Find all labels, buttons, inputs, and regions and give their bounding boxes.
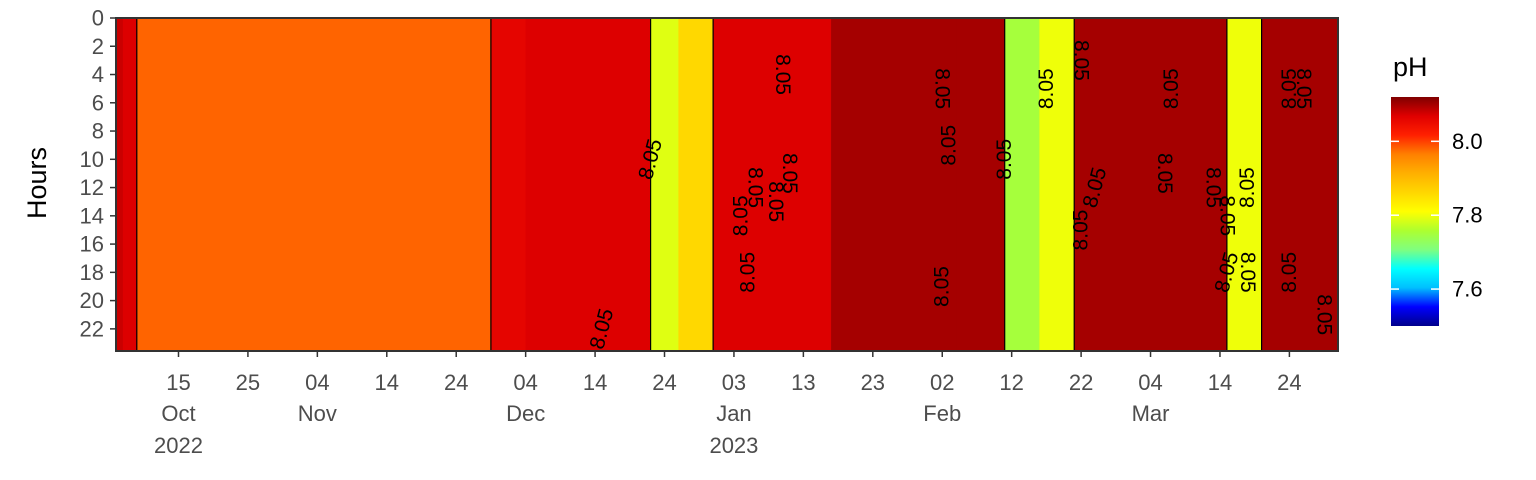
heatmap-region-5 bbox=[525, 18, 589, 351]
contour-label-13: 8.05 bbox=[1070, 40, 1093, 81]
y-tick-label-7: 14 bbox=[80, 203, 104, 228]
contour-label-16: 8.05 bbox=[1160, 68, 1183, 109]
x-tick-year-0: 2022 bbox=[154, 433, 203, 458]
heatmap-region-9 bbox=[713, 18, 832, 351]
x-tick-day-9: 13 bbox=[791, 370, 815, 395]
contour-label-22: 8.05 bbox=[1236, 252, 1259, 293]
x-tick-day-13: 22 bbox=[1069, 370, 1093, 395]
y-tick-label-5: 10 bbox=[80, 147, 104, 172]
legend-colorbar bbox=[1391, 97, 1439, 326]
contour-label-layer: 8.058.058.058.058.058.058.058.058.058.05… bbox=[586, 40, 1336, 351]
y-tick-label-4: 8 bbox=[92, 119, 104, 144]
contour-label-4: 8.05 bbox=[743, 167, 766, 208]
y-tick-label-0: 0 bbox=[92, 6, 104, 31]
contour-label-23: 8.05 bbox=[1278, 68, 1301, 109]
contour-label-14: 8.05 bbox=[1070, 210, 1093, 251]
x-tick-day-14: 04 bbox=[1138, 370, 1162, 395]
x-tick-month-0: Oct bbox=[161, 401, 195, 426]
x-axis: 15 Oct 2022 25 04 Nov 14 24 04 Dec 14 24 03 Jan 2023 13… bbox=[154, 351, 1302, 458]
y-axis: 0 2 4 6 8 10 12 14 16 18 20 22 bbox=[80, 6, 116, 341]
contour-label-12: 8.05 bbox=[1035, 68, 1058, 109]
y-tick-label-11: 22 bbox=[80, 316, 104, 341]
contour-label-18: 8.05 bbox=[1202, 167, 1225, 208]
x-tick-month-2: Nov bbox=[298, 401, 337, 426]
y-tick-label-8: 16 bbox=[80, 232, 104, 257]
x-tick-day-10: 23 bbox=[861, 370, 885, 395]
legend: pH 8.0 7.8 7.6 bbox=[1391, 52, 1483, 326]
contour-label-2: 8.05 bbox=[729, 195, 752, 236]
y-axis-title: Hours bbox=[22, 147, 52, 219]
contour-label-10: 8.05 bbox=[931, 266, 954, 307]
heatmap-region-4 bbox=[490, 18, 527, 351]
contour-label-26: 8.05 bbox=[1313, 294, 1336, 335]
x-tick-day-6: 14 bbox=[583, 370, 607, 395]
heatmap-region-15 bbox=[1226, 18, 1263, 351]
x-tick-month-5: Dec bbox=[506, 401, 545, 426]
contour-label-3: 8.05 bbox=[736, 252, 759, 293]
x-tick-month-11: Feb bbox=[923, 401, 961, 426]
x-tick-day-7: 24 bbox=[652, 370, 676, 395]
x-tick-day-16: 24 bbox=[1277, 370, 1301, 395]
legend-label-2: 7.6 bbox=[1452, 277, 1483, 302]
legend-label-1: 7.8 bbox=[1452, 203, 1483, 228]
contour-label-5: 8.05 bbox=[764, 181, 787, 222]
x-tick-month-14: Mar bbox=[1132, 401, 1170, 426]
x-tick-day-0: 15 bbox=[166, 370, 190, 395]
contour-layer bbox=[136, 18, 1263, 351]
y-tick-label-2: 4 bbox=[92, 62, 104, 87]
contour-label-6: 8.05 bbox=[771, 54, 794, 95]
x-tick-day-15: 14 bbox=[1208, 370, 1232, 395]
heatmap-region-8 bbox=[678, 18, 714, 351]
heatmap-region-14 bbox=[1074, 18, 1228, 351]
x-tick-day-3: 14 bbox=[375, 370, 399, 395]
heatmap-region-11 bbox=[956, 18, 1006, 351]
legend-label-0: 8.0 bbox=[1452, 129, 1483, 154]
heatmap-region-12 bbox=[1004, 18, 1040, 351]
heatmap-region-3 bbox=[435, 18, 492, 351]
contour-label-24: 8.05 bbox=[1278, 252, 1301, 293]
contour-label-8: 8.05 bbox=[931, 68, 954, 109]
x-tick-day-5: 04 bbox=[513, 370, 537, 395]
y-tick-label-9: 18 bbox=[80, 260, 104, 285]
x-tick-month-8: Jan bbox=[716, 401, 751, 426]
heatmap-region-10 bbox=[831, 18, 957, 351]
x-tick-day-4: 24 bbox=[444, 370, 468, 395]
heatmap-region-7 bbox=[650, 18, 679, 351]
heatmap-region-16 bbox=[1261, 18, 1338, 351]
x-tick-year-8: 2023 bbox=[709, 433, 758, 458]
y-tick-label-3: 6 bbox=[92, 90, 104, 115]
contour-label-21: 8.05 bbox=[1236, 167, 1259, 208]
heatmap-region-0 bbox=[116, 18, 124, 351]
heatmap-region-6 bbox=[588, 18, 652, 351]
heatmap-layer bbox=[116, 18, 1338, 351]
contour-label-19: 8.05 bbox=[1215, 195, 1238, 236]
contour-label-25: 8.05 bbox=[1292, 68, 1315, 109]
legend-ticks: 8.0 7.8 7.6 bbox=[1391, 129, 1483, 302]
x-tick-day-1: 25 bbox=[236, 370, 260, 395]
x-tick-day-11: 02 bbox=[930, 370, 954, 395]
contour-label-11: 8.05 bbox=[993, 139, 1016, 180]
x-tick-day-2: 04 bbox=[305, 370, 329, 395]
contour-label-9: 8.05 bbox=[938, 125, 961, 166]
y-tick-label-6: 12 bbox=[80, 175, 104, 200]
y-tick-label-10: 20 bbox=[80, 288, 104, 313]
x-tick-day-12: 12 bbox=[999, 370, 1023, 395]
contour-label-17: 8.05 bbox=[1153, 153, 1176, 194]
contour-label-7: 8.05 bbox=[778, 153, 801, 194]
heatmap-region-1 bbox=[122, 18, 138, 351]
plot-panel-border bbox=[115, 17, 1339, 352]
heatmap-region-2 bbox=[136, 18, 437, 351]
y-tick-label-1: 2 bbox=[92, 34, 104, 59]
x-tick-day-8: 03 bbox=[722, 370, 746, 395]
legend-title: pH bbox=[1393, 52, 1428, 82]
heatmap-region-13 bbox=[1039, 18, 1075, 351]
